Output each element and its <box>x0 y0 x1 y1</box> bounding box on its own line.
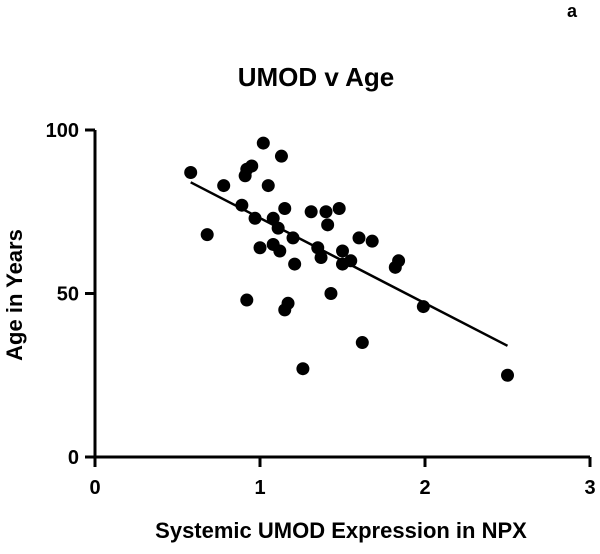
trendline <box>190 181 509 347</box>
data-point <box>217 179 231 193</box>
data-point <box>274 149 288 163</box>
data-point <box>245 159 259 173</box>
data-point <box>392 254 406 268</box>
data-point <box>365 234 379 248</box>
panel-label: a <box>567 1 578 21</box>
y-tick-label: 50 <box>57 284 79 306</box>
x-axis-label: Systemic UMOD Expression in NPX <box>155 518 527 543</box>
y-tick-label: 0 <box>68 447 79 469</box>
x-tick-label: 2 <box>419 477 430 499</box>
y-tick-label: 100 <box>46 120 79 142</box>
trendline-group <box>190 181 509 347</box>
data-point <box>253 241 267 255</box>
data-points <box>184 136 514 382</box>
data-point <box>501 368 514 382</box>
data-point <box>296 362 310 376</box>
data-point <box>324 287 338 300</box>
data-point <box>261 179 275 193</box>
data-point <box>256 136 270 150</box>
x-tick-label: 1 <box>254 477 265 499</box>
data-point <box>352 231 366 245</box>
x-tick-label: 3 <box>584 477 595 499</box>
data-point <box>184 166 198 180</box>
data-point <box>314 251 328 265</box>
data-point <box>355 336 369 350</box>
axes: 0 50 100 0 1 2 3 <box>46 120 596 499</box>
data-point <box>332 201 346 215</box>
data-point <box>240 293 254 307</box>
data-point <box>288 257 302 271</box>
data-point <box>336 244 349 258</box>
data-point <box>200 228 214 242</box>
data-point <box>281 296 295 310</box>
data-point <box>235 198 249 212</box>
data-point <box>304 205 318 219</box>
y-axis-label: Age in Years <box>2 229 27 361</box>
data-point <box>321 218 335 232</box>
data-point <box>278 201 292 215</box>
data-point <box>273 244 287 258</box>
data-point <box>319 205 333 219</box>
chart-title: UMOD v Age <box>238 62 395 92</box>
data-point <box>266 211 280 225</box>
x-tick-label: 0 <box>89 477 100 499</box>
